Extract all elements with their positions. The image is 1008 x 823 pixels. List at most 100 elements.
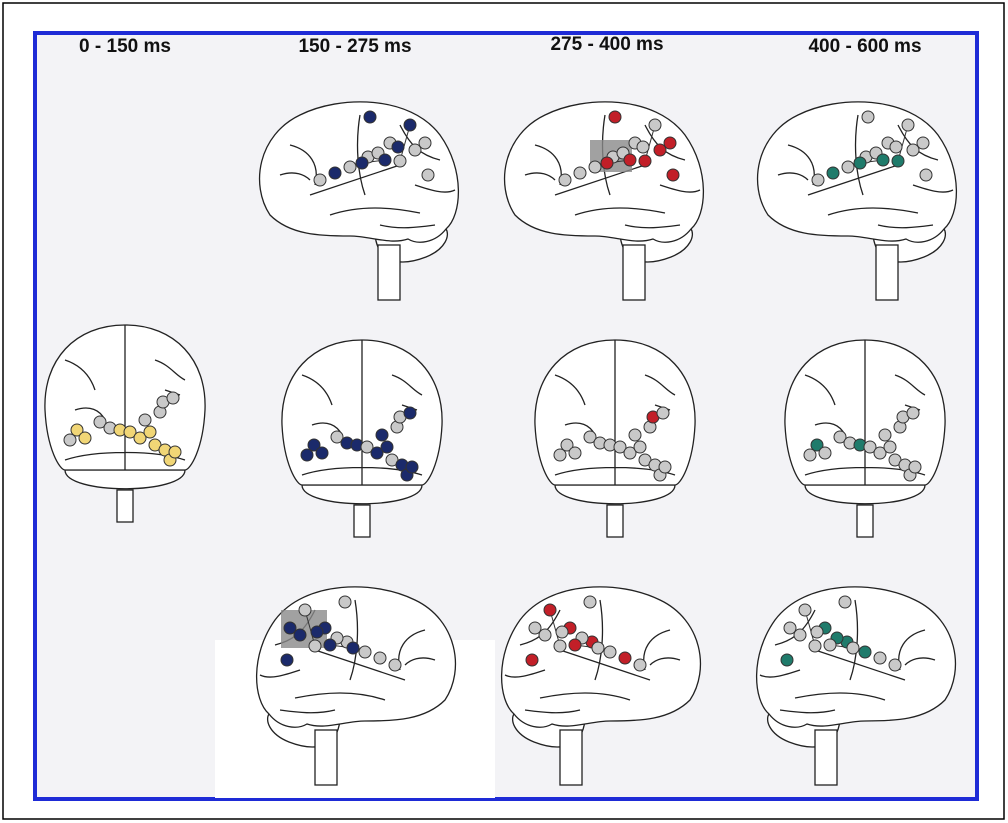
electrode-dot: [603, 645, 617, 659]
electrode-dot: [588, 160, 602, 174]
brain-panel: [756, 101, 958, 301]
electrode-dot: [388, 658, 402, 672]
electrode-dot: [555, 625, 569, 639]
electrode-dot: [833, 430, 847, 444]
electrode-dot: [648, 118, 662, 132]
electrode-dot: [583, 595, 597, 609]
electrode-dot: [558, 173, 572, 187]
electrode-dot: [853, 156, 867, 170]
electrode-dot: [403, 406, 417, 420]
electrode-dot: [636, 140, 650, 154]
electrode-dot: [298, 603, 312, 617]
electrode-dot: [553, 448, 567, 462]
electrode-dot: [70, 423, 84, 437]
header: 0 - 150 ms: [79, 36, 171, 57]
electrode-dot: [841, 160, 855, 174]
electrode-dot: [373, 651, 387, 665]
electrode-dot: [658, 460, 672, 474]
electrode-dot: [783, 621, 797, 635]
electrode-dot: [583, 430, 597, 444]
brain-panel: [258, 101, 460, 301]
electrode-dot: [826, 166, 840, 180]
electrode-dot: [346, 641, 360, 655]
electrode-dot: [391, 140, 405, 154]
electrode-dot: [906, 143, 920, 157]
brain-panel: [255, 586, 457, 786]
electrode-dot: [613, 440, 627, 454]
electrode-dot: [403, 118, 417, 132]
electrode-dot: [793, 628, 807, 642]
electrode-dot: [405, 460, 419, 474]
electrode-dot: [343, 160, 357, 174]
electrode-dot: [823, 638, 837, 652]
electrode-dot: [378, 153, 392, 167]
electrode-dot: [919, 168, 933, 182]
electrode-dot: [78, 431, 92, 445]
electrode-dot: [811, 173, 825, 187]
electrode-dot: [906, 406, 920, 420]
electrode-dot: [168, 445, 182, 459]
electrode-dot: [421, 168, 435, 182]
electrode-dot: [901, 118, 915, 132]
electrode-dot: [600, 156, 614, 170]
electrode-dot: [283, 621, 297, 635]
electrode-dot: [591, 641, 605, 655]
electrode-dot: [633, 440, 647, 454]
electrode-dot: [525, 653, 539, 667]
electrode-dot: [808, 639, 822, 653]
electrode-dot: [313, 173, 327, 187]
electrode-dot: [166, 391, 180, 405]
electrode-dot: [330, 430, 344, 444]
electrode-dot: [418, 136, 432, 150]
electrode-dot: [916, 136, 930, 150]
electrode-dot: [863, 440, 877, 454]
electrode-dot: [568, 446, 582, 460]
electrode-dot: [560, 438, 574, 452]
electrode-dot: [628, 428, 642, 442]
electrode-dot: [638, 154, 652, 168]
electrode-dot: [568, 638, 582, 652]
electrode-dot: [780, 653, 794, 667]
electrode-dot: [528, 621, 542, 635]
electrode-dot: [408, 143, 422, 157]
brain-panel: [755, 586, 957, 786]
electrode-dot: [858, 645, 872, 659]
electrode-dot: [861, 110, 875, 124]
electrode-dot: [818, 446, 832, 460]
electrode-dot: [393, 154, 407, 168]
electrode-dot: [883, 440, 897, 454]
electrode-dot: [608, 110, 622, 124]
electrode-dot: [543, 603, 557, 617]
electrode-dot: [663, 136, 677, 150]
electrode-dot: [878, 428, 892, 442]
electrode-dot: [633, 658, 647, 672]
electrode-dot: [888, 658, 902, 672]
electrode-dot: [293, 628, 307, 642]
electrode-dot: [310, 625, 324, 639]
electrode-dot: [380, 440, 394, 454]
electrode-dot: [143, 425, 157, 439]
electrode-dot: [133, 431, 147, 445]
header: 150 - 275 ms: [298, 36, 411, 57]
brain-panel: [500, 586, 702, 786]
electrode-dot: [873, 651, 887, 665]
electrode-dot: [307, 438, 321, 452]
electrode-dot: [846, 641, 860, 655]
electrode-dot: [666, 168, 680, 182]
brain-panel: [44, 324, 206, 523]
electrode-dot: [623, 446, 637, 460]
electrode-dot: [891, 154, 905, 168]
brain-panel: [503, 101, 705, 301]
electrode-dot: [618, 651, 632, 665]
electrode-dot: [123, 425, 137, 439]
electrode-dot: [803, 448, 817, 462]
electrode-dot: [798, 603, 812, 617]
electrode-dot: [623, 153, 637, 167]
electrode-dot: [876, 153, 890, 167]
electrode-dot: [370, 446, 384, 460]
brain-panel: [534, 339, 696, 538]
electrode-dot: [889, 140, 903, 154]
header: 400 - 600 ms: [808, 36, 921, 57]
electrode-dot: [338, 595, 352, 609]
